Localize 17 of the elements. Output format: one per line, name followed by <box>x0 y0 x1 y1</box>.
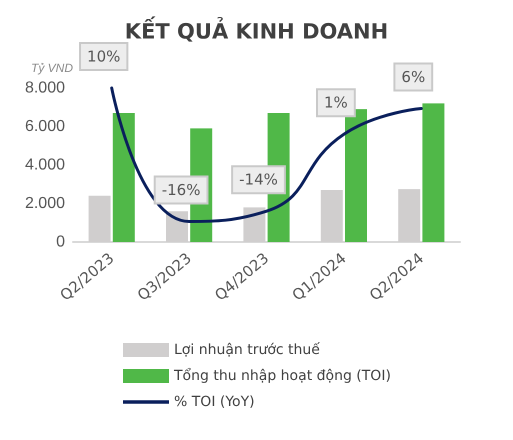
data-label: -16% <box>162 180 200 199</box>
y-tick-label: 8.000 <box>24 80 66 96</box>
data-label: 10% <box>87 48 120 66</box>
bar <box>112 113 135 242</box>
data-label: 6% <box>401 68 426 86</box>
legend-label: Tổng thu nhập hoạt động (TOI) <box>173 367 391 384</box>
data-label: 1% <box>324 94 348 112</box>
legend-label: % TOI (YoY) <box>174 394 255 410</box>
data-label: -14% <box>239 170 278 189</box>
chart-title: KẾT QUẢ KINH DOANH <box>124 16 388 44</box>
bar <box>422 103 444 242</box>
y-tick-label: 6.000 <box>24 118 66 135</box>
legend-label: Lợi nhuận trước thuế <box>174 342 320 358</box>
y-tick-label: 4.000 <box>24 156 66 174</box>
y-tick-label: 2.000 <box>24 195 66 212</box>
y-tick-label: 0 <box>56 234 66 250</box>
y-axis-title: Tỷ VND <box>31 61 74 75</box>
